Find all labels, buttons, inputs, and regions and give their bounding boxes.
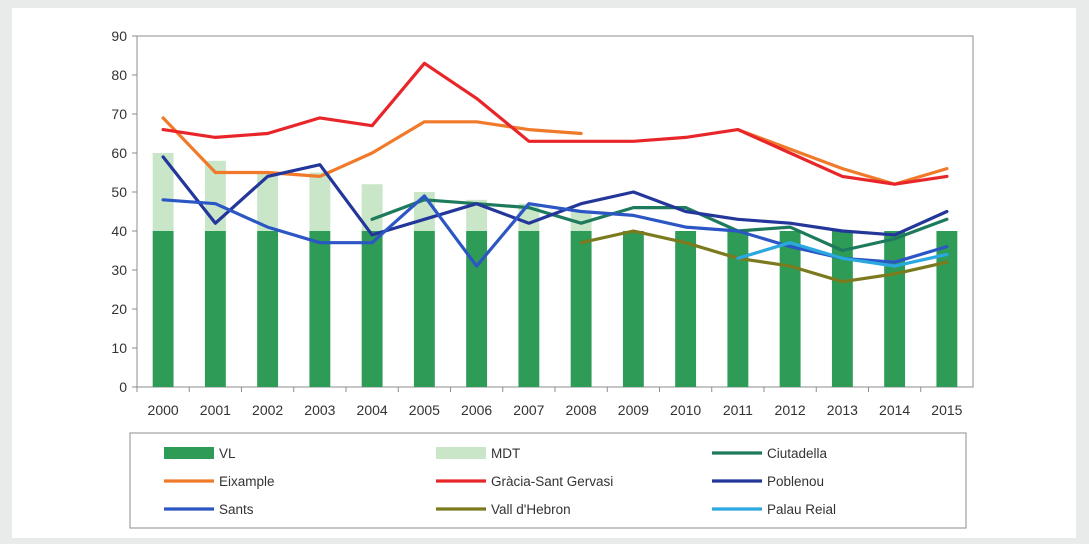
line-palau-reial — [736, 241, 949, 268]
x-tick-label: 2005 — [409, 402, 440, 418]
legend-swatch — [436, 447, 486, 459]
line-poblenou — [161, 155, 949, 237]
y-tick-label: 40 — [111, 223, 127, 239]
legend-label: Palau Reial — [767, 502, 836, 517]
bar-vl — [779, 231, 801, 387]
bar-mdt — [570, 211, 592, 231]
legend-item-vall-d-hebron: Vall d'Hebron — [436, 502, 571, 517]
bar-vl — [675, 231, 697, 387]
bar-vl — [309, 231, 331, 387]
legend-item-palau-reial: Palau Reial — [712, 502, 836, 517]
bar-mdt — [309, 172, 331, 231]
legend-swatch — [164, 447, 214, 459]
y-tick-label: 10 — [111, 340, 127, 356]
legend-item-poblenou: Poblenou — [712, 474, 824, 489]
x-tick-label: 2004 — [357, 402, 388, 418]
x-tick-label: 2014 — [879, 402, 910, 418]
x-tick-label: 2007 — [513, 402, 544, 418]
x-tick-label: 2002 — [252, 402, 283, 418]
x-tick-label: 2001 — [200, 402, 231, 418]
bar-vl — [936, 231, 958, 387]
x-tick-label: 2012 — [775, 402, 806, 418]
legend-label: Ciutadella — [767, 446, 828, 461]
bar-vl — [622, 231, 644, 387]
legend-item-eixample: Eixample — [164, 474, 275, 489]
x-tick-label: 2000 — [148, 402, 179, 418]
bar-vl — [413, 231, 435, 387]
legend-item-ciutadella: Ciutadella — [712, 446, 828, 461]
x-tick-label: 2011 — [723, 402, 753, 418]
x-tick-label: 2010 — [670, 402, 701, 418]
bar-vl — [518, 231, 540, 387]
bar-vl — [204, 231, 226, 387]
y-tick-label: 20 — [111, 301, 127, 317]
line-ciutadella — [370, 198, 949, 253]
x-tick-label: 2013 — [827, 402, 858, 418]
bar-vl — [361, 231, 383, 387]
bar-vl — [831, 231, 853, 387]
y-axis: 0 10 20 30 40 50 60 70 80 90 — [111, 28, 137, 395]
legend-item-gr-cia-sant-gervasi: Gràcia-Sant Gervasi — [436, 474, 613, 489]
bar-vl — [257, 231, 279, 387]
legend-item-vl: VL — [164, 446, 236, 461]
legend-label: Poblenou — [767, 474, 824, 489]
bar-mdt — [204, 160, 226, 231]
x-tick-label: 2008 — [566, 402, 597, 418]
legend-label: Sants — [219, 502, 254, 517]
bar-vl — [152, 231, 174, 387]
line-gr-cia-sant-gervasi — [161, 61, 949, 186]
x-tick-label: 2003 — [304, 402, 335, 418]
bar-vl — [727, 231, 749, 387]
line-sants — [161, 194, 949, 268]
legend-item-mdt: MDT — [436, 446, 520, 461]
x-tick-label: 2006 — [461, 402, 492, 418]
bars — [152, 153, 958, 387]
legend-label: MDT — [491, 446, 520, 461]
legend-label: Eixample — [219, 474, 275, 489]
x-axis: 2000 2001 2002 2003 2004 2005 2006 2007 2008 2009… — [136, 387, 963, 418]
legend-label: Vall d'Hebron — [491, 502, 571, 517]
bar-mdt — [257, 172, 279, 231]
y-tick-label: 80 — [111, 67, 127, 83]
legend-box — [129, 432, 967, 529]
y-tick-label: 60 — [111, 145, 127, 161]
legend: VL MDT Ciutadella Eixample Gràcia-Sant Gerva… — [129, 432, 967, 529]
bar-mdt — [152, 153, 174, 231]
y-tick-label: 0 — [119, 379, 127, 395]
legend-item-sants: Sants — [164, 502, 254, 517]
bar-mdt — [361, 184, 383, 231]
lines — [161, 61, 949, 284]
line-eixample — [736, 128, 949, 186]
bar-vl — [884, 231, 906, 387]
bar-vl — [570, 231, 592, 387]
bar-mdt — [466, 199, 488, 231]
y-tick-label: 30 — [111, 262, 127, 278]
x-tick-label: 2015 — [931, 402, 962, 418]
x-tick-label: 2009 — [618, 402, 649, 418]
y-tick-label: 50 — [111, 184, 127, 200]
line-vall-d-hebron — [579, 229, 949, 284]
legend-label: VL — [219, 446, 236, 461]
y-tick-label: 70 — [111, 106, 127, 122]
legend-label: Gràcia-Sant Gervasi — [491, 474, 613, 489]
y-tick-label: 90 — [111, 28, 127, 44]
bar-vl — [466, 231, 488, 387]
